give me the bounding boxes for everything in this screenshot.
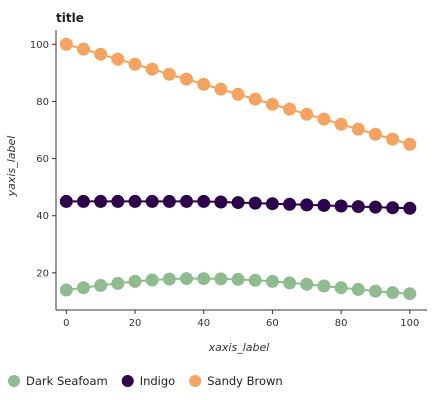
x-tick-label: 100	[400, 318, 419, 329]
data-point-sandy-brown	[300, 108, 313, 121]
data-point-indigo	[94, 195, 107, 208]
data-point-sandy-brown	[77, 43, 90, 56]
data-point-indigo	[163, 195, 176, 208]
legend-label-indigo: Indigo	[140, 374, 176, 388]
data-point-sandy-brown	[283, 103, 296, 116]
y-tick-label: 100	[30, 40, 49, 51]
data-point-dark-seafoam	[163, 273, 176, 286]
chart-title: title	[56, 11, 84, 25]
data-point-sandy-brown	[197, 78, 210, 91]
data-point-dark-seafoam	[283, 276, 296, 289]
y-tick-label: 20	[36, 268, 49, 279]
data-point-dark-seafoam	[129, 275, 142, 288]
data-point-dark-seafoam	[300, 278, 313, 291]
legend-label-dark-seafoam: Dark Seafoam	[26, 374, 108, 388]
data-point-indigo	[180, 195, 193, 208]
data-point-indigo	[197, 195, 210, 208]
data-point-indigo	[129, 195, 142, 208]
data-point-indigo	[300, 198, 313, 211]
data-point-indigo	[386, 201, 399, 214]
data-point-indigo	[77, 195, 90, 208]
legend-marker-indigo	[122, 375, 134, 387]
legend-marker-dark-seafoam	[8, 375, 20, 387]
data-point-indigo	[111, 195, 124, 208]
data-point-sandy-brown	[403, 138, 416, 151]
data-point-sandy-brown	[60, 38, 73, 51]
x-tick-label: 40	[197, 318, 210, 329]
axes-layer	[56, 30, 427, 310]
data-point-sandy-brown	[180, 73, 193, 86]
data-point-indigo	[249, 197, 262, 210]
data-point-sandy-brown	[163, 68, 176, 81]
data-point-indigo	[232, 196, 245, 209]
data-point-dark-seafoam	[369, 285, 382, 298]
data-point-indigo	[352, 200, 365, 213]
x-tick-label: 80	[335, 318, 348, 329]
data-point-indigo	[335, 200, 348, 213]
data-point-dark-seafoam	[352, 283, 365, 296]
data-point-dark-seafoam	[94, 279, 107, 292]
data-point-dark-seafoam	[403, 287, 416, 300]
x-tick-label: 60	[266, 318, 279, 329]
data-point-dark-seafoam	[386, 286, 399, 299]
data-point-dark-seafoam	[77, 281, 90, 294]
y-tick-label: 60	[36, 154, 49, 165]
legend-label-sandy-brown: Sandy Brown	[207, 374, 283, 388]
data-point-indigo	[403, 202, 416, 215]
data-point-sandy-brown	[386, 133, 399, 146]
series-layer	[60, 38, 417, 300]
data-point-sandy-brown	[335, 118, 348, 131]
data-point-sandy-brown	[94, 48, 107, 61]
data-point-sandy-brown	[232, 88, 245, 101]
data-point-dark-seafoam	[60, 284, 73, 297]
data-point-sandy-brown	[146, 63, 159, 76]
data-point-sandy-brown	[111, 53, 124, 66]
data-point-dark-seafoam	[180, 272, 193, 285]
data-point-dark-seafoam	[249, 274, 262, 287]
x-tick-label: 0	[63, 318, 69, 329]
data-point-indigo	[317, 199, 330, 212]
data-point-indigo	[60, 195, 73, 208]
data-point-dark-seafoam	[214, 272, 227, 285]
data-point-dark-seafoam	[335, 281, 348, 294]
data-point-dark-seafoam	[266, 275, 279, 288]
data-point-indigo	[146, 195, 159, 208]
data-point-sandy-brown	[352, 123, 365, 136]
y-tick-label: 40	[36, 211, 49, 222]
data-point-indigo	[214, 196, 227, 209]
data-point-indigo	[283, 198, 296, 211]
legend-marker-sandy-brown	[189, 375, 201, 387]
data-point-sandy-brown	[369, 128, 382, 141]
legend: Dark Seafoam Indigo Sandy Brown	[8, 374, 283, 388]
data-point-dark-seafoam	[317, 280, 330, 293]
y-axis-label: yaxis_label	[5, 136, 18, 198]
data-point-dark-seafoam	[146, 274, 159, 287]
data-point-sandy-brown	[249, 93, 262, 106]
data-point-sandy-brown	[214, 83, 227, 96]
data-point-sandy-brown	[317, 113, 330, 126]
data-point-dark-seafoam	[232, 273, 245, 286]
x-tick-label: 20	[129, 318, 142, 329]
y-tick-label: 80	[36, 97, 49, 108]
x-axis-label: xaxis_label	[208, 341, 270, 354]
data-point-dark-seafoam	[111, 277, 124, 290]
data-point-sandy-brown	[266, 98, 279, 111]
data-point-indigo	[266, 197, 279, 210]
data-point-sandy-brown	[129, 58, 142, 71]
data-point-indigo	[369, 201, 382, 214]
data-point-dark-seafoam	[197, 272, 210, 285]
